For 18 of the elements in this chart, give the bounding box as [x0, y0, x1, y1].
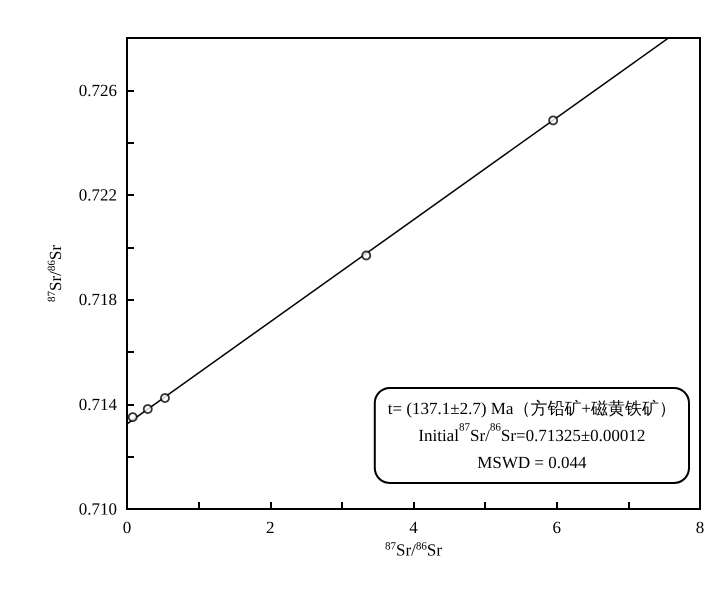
- point: [142, 404, 153, 414]
- y-tick-label: 0.722: [78, 186, 117, 204]
- y-tick-label: 0.710: [78, 500, 117, 518]
- y-tick-label: 0.718: [78, 290, 117, 310]
- x-tick-label: 6: [552, 518, 561, 537]
- y-tick-label: 0.714: [78, 394, 118, 414]
- x-tick-label: 0: [122, 518, 132, 537]
- y-axis-title: 87Sr/86Sr: [46, 244, 66, 302]
- annotation: MSWD = 0.044: [477, 453, 588, 472]
- y-tick-label: 0.726: [78, 80, 117, 100]
- point: [361, 250, 372, 260]
- x-tick-label: 2: [266, 518, 274, 537]
- point: [548, 116, 558, 126]
- point: [160, 393, 170, 403]
- x-tick-label: 8: [696, 518, 704, 537]
- point: [128, 412, 138, 422]
- x-tick-label: 4: [409, 518, 418, 537]
- annotation: t= (137.1±2.7) Ma（方铅矿+磁黄铁矿）: [388, 399, 676, 418]
